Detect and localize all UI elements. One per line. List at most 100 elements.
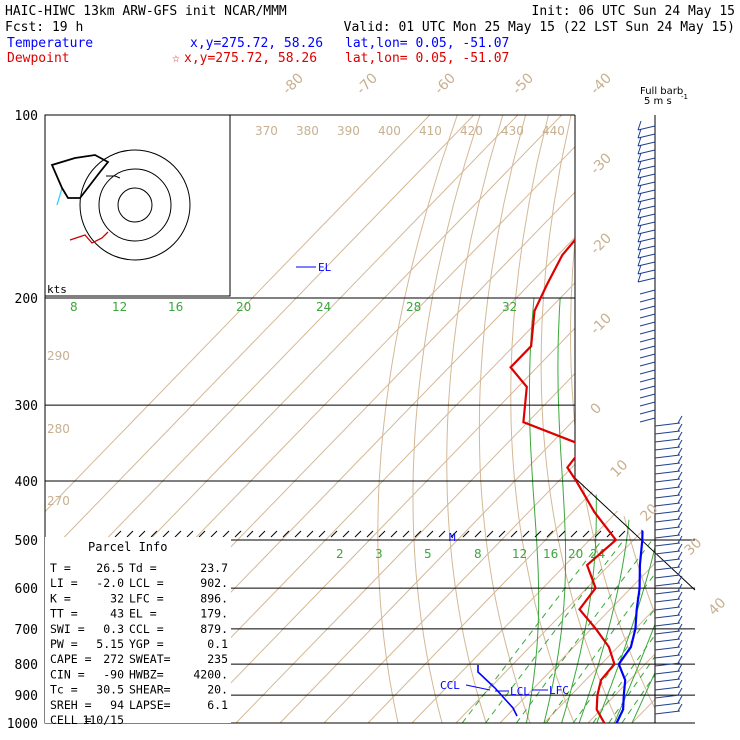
theta-label: 290 (47, 349, 70, 363)
hatch-mark (198, 530, 206, 538)
hatch-mark (174, 530, 182, 538)
isotherm-label: 30 (682, 535, 706, 559)
wind-barb-icon (637, 240, 656, 251)
mixing-ratio-label: 12 (512, 547, 527, 561)
wind-barb-icon (654, 647, 683, 659)
hatch-mark (522, 530, 530, 538)
isotherm-line (45, 115, 475, 723)
wind-barb-icon (654, 487, 683, 499)
wind-barb-icon (639, 297, 656, 303)
mixing-ratio-label: 3 (375, 547, 383, 561)
isotherm-line (411, 115, 655, 723)
isotherm-line (103, 115, 655, 723)
wind-barb-icon (654, 455, 683, 467)
wind-barb-icon (637, 160, 656, 171)
wind-barb-icon (639, 337, 656, 343)
wind-barb-icon (637, 120, 656, 131)
hatch-mark (450, 530, 458, 538)
dry-adiabat-line (478, 115, 531, 723)
isotherm-label: 0 (588, 400, 606, 418)
dry-adiabat-line (377, 115, 458, 723)
wind-barb-icon (639, 361, 656, 367)
wind-barb-icon (654, 479, 683, 491)
isotherm-label: -30 (588, 150, 615, 177)
pressure-tick-label: 800 (15, 658, 38, 673)
wind-barb-icon (654, 703, 683, 715)
wind-barb-icon (654, 623, 683, 635)
isotherm-line (235, 115, 655, 723)
mixing-ratio-label: 12 (112, 300, 127, 314)
mixing-ratio-line (545, 539, 655, 723)
hatch-mark (222, 530, 230, 538)
wind-barb-icon (639, 369, 656, 375)
hatch-mark (162, 530, 170, 538)
mixing-ratio-line (515, 539, 653, 723)
moist-adiabat-line (613, 298, 655, 723)
hatch-mark (474, 530, 482, 538)
pressure-tick-label: 300 (15, 399, 38, 414)
isotherm-line (455, 115, 655, 723)
hatch-mark (234, 530, 242, 538)
mixing-ratio-label: 24 (590, 547, 605, 561)
mixing-ratio-line (572, 539, 655, 723)
mixing-ratio-label: 16 (168, 300, 183, 314)
dewpoint-legend: Dewpoint (7, 51, 70, 66)
hatch-mark (246, 530, 254, 538)
wind-barb-icon (654, 631, 683, 643)
isotherm-line (147, 115, 655, 723)
moist-adiabat-line (561, 297, 597, 723)
hatch-mark (114, 530, 122, 538)
dry-adiabat-line (510, 115, 575, 723)
forecast-hour: Fcst: 19 h (5, 20, 83, 35)
mixing-ratio-label: 5 (424, 547, 432, 561)
dewpoint-xy: x,y=275.72, 58.26 (184, 51, 317, 66)
barb-header-exponent: -1 (681, 93, 688, 101)
theta-label: 370 (255, 124, 278, 138)
wind-barb-icon (654, 679, 683, 691)
pressure-tick-label: 600 (15, 582, 38, 597)
wind-barb-icon (637, 224, 656, 235)
wind-barb-icon (639, 401, 656, 407)
wind-barb-icon (639, 305, 656, 311)
moist-adiabat-line (596, 297, 655, 723)
wind-barb-icon (637, 176, 656, 187)
wind-barb-icon (637, 216, 656, 227)
isotherm-line (45, 115, 607, 723)
pressure-tick-label: 500 (15, 534, 38, 549)
wind-barb-icon (639, 321, 656, 327)
wind-barb-icon (637, 248, 656, 259)
dry-adiabat-line (570, 115, 655, 723)
pressure-tick-label: 900 (15, 689, 38, 704)
hatch-mark (558, 530, 566, 538)
wind-barb-icon (654, 671, 683, 683)
pressure-tick-label: 200 (15, 292, 38, 307)
isotherm-label: -20 (588, 230, 615, 257)
wind-barb-icon (654, 575, 683, 587)
hatch-mark (534, 530, 542, 538)
wind-barb-icon (654, 535, 683, 547)
hatch-mark (342, 530, 350, 538)
chart-title: HAIC-HIWC 13km ARW-GFS init NCAR/MMM (5, 4, 287, 19)
isotherm-label: 10 (608, 457, 632, 481)
wind-barb-icon (637, 168, 656, 179)
wind-barb-icon (637, 184, 656, 195)
isotherm-line (45, 115, 519, 723)
dry-adiabat-line (679, 115, 740, 723)
wind-barb-icon (654, 503, 683, 515)
wind-barb-icon (654, 463, 683, 475)
hatch-mark (366, 530, 374, 538)
wind-barb-icon (637, 272, 656, 283)
wind-barb-icon (639, 385, 656, 391)
wind-barb-icon (654, 439, 683, 451)
star-icon: ☆ (172, 51, 180, 66)
moist-adiabat-line (525, 297, 540, 723)
dry-adiabat-line (652, 115, 655, 723)
isotherm-line (631, 115, 655, 723)
wind-barb-icon (639, 393, 656, 399)
wind-barb-icon (654, 663, 683, 675)
wind-barb-icon (654, 567, 683, 579)
wind-barb-icon (637, 144, 656, 155)
moist-adiabat-line (631, 297, 655, 723)
mixing-ratio-line (592, 539, 655, 723)
hatch-mark (126, 530, 134, 538)
